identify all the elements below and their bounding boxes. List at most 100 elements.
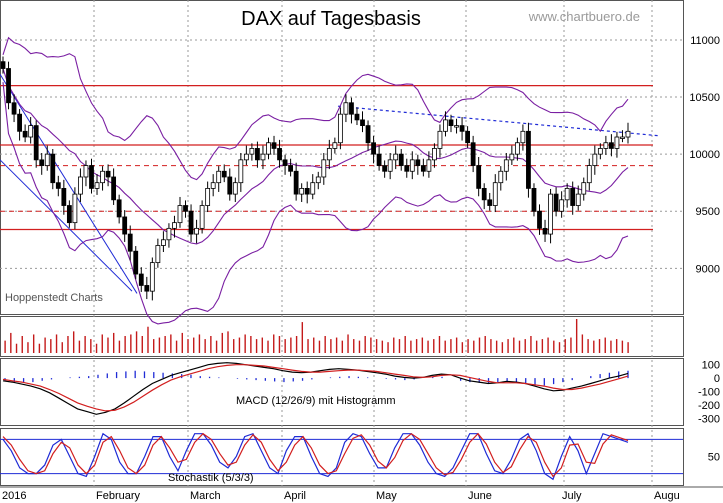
volume-bar: [90, 339, 92, 353]
candle-body: [354, 113, 360, 121]
pane-frame: [0, 428, 684, 486]
stochastic-k-line: [2, 432, 629, 481]
volume-bar: [541, 339, 544, 353]
volume-bar: [21, 336, 23, 353]
candle-body: [299, 187, 305, 195]
candle-body: [609, 142, 614, 149]
volume-bar: [324, 336, 326, 353]
volume-bar: [10, 332, 12, 353]
candle-body: [6, 68, 11, 104]
candle-body: [614, 136, 620, 149]
volume-bar: [112, 332, 115, 353]
y-tick-label: 9500: [696, 206, 720, 218]
candle-body: [559, 199, 565, 212]
candle-body: [337, 113, 343, 144]
volume-bar: [421, 337, 424, 353]
volume-bar: [107, 337, 109, 353]
candle-body: [332, 142, 338, 149]
candle-body: [531, 187, 537, 212]
volume-bar: [558, 342, 561, 353]
volume-bar: [295, 336, 298, 353]
candle-body: [221, 170, 227, 178]
volume-bar: [370, 337, 372, 353]
candle-body: [426, 159, 432, 172]
volume-bar: [364, 336, 366, 353]
candle-body: [172, 222, 177, 229]
volume-bar: [318, 340, 321, 353]
volume-bar: [158, 337, 161, 353]
volume-bar: [15, 343, 18, 353]
volume-bar: [507, 339, 509, 353]
candle-body: [199, 205, 205, 229]
volume-bar: [204, 339, 206, 353]
candle-body: [138, 273, 144, 286]
candle-body: [409, 159, 415, 172]
candle-body: [315, 176, 321, 184]
pane-frame: [0, 0, 684, 315]
bollinger-middle: [2, 68, 629, 245]
volume-bar: [387, 342, 389, 353]
volume-bar: [124, 336, 126, 353]
candle-body: [625, 130, 631, 138]
candle-body: [72, 193, 78, 224]
macd-label: MACD (12/26/9) mit Histogramm: [236, 395, 396, 407]
volume-bar: [170, 334, 172, 353]
candle-body: [183, 205, 188, 212]
candle-body: [570, 187, 576, 206]
volume-bar: [570, 337, 572, 353]
candle-body: [509, 153, 515, 161]
candle-body: [22, 130, 28, 138]
candle-body: [293, 170, 299, 195]
candle-body: [343, 102, 349, 115]
candle-body: [492, 182, 498, 206]
candle-body: [371, 142, 376, 155]
candle-body: [586, 165, 592, 184]
volume-bar: [95, 343, 98, 353]
candle-body: [210, 182, 216, 189]
chart-title: DAX auf Tagesbasis: [241, 8, 421, 30]
candle-body: [393, 153, 399, 161]
candle-body: [177, 205, 183, 224]
candle-body: [498, 170, 504, 184]
candle-body: [232, 182, 238, 195]
candle-body: [166, 227, 172, 241]
volume-bar: [427, 340, 429, 353]
candle-body: [592, 153, 598, 166]
candle-body: [205, 187, 211, 206]
volume-bar: [598, 339, 601, 353]
volume-bar: [375, 339, 378, 353]
macd-signal-line: [2, 364, 629, 412]
volume-bar: [215, 340, 218, 353]
volume-bar: [130, 334, 132, 353]
x-tick-label: April: [284, 490, 306, 502]
volume-bar: [210, 336, 212, 353]
volume-bar: [307, 339, 309, 353]
candle-body: [149, 262, 155, 292]
candle-body: [304, 187, 310, 195]
volume-bar: [501, 342, 504, 353]
volume-bar: [358, 340, 361, 353]
volume-bar: [553, 340, 555, 353]
candle-body: [553, 193, 559, 212]
candle-body: [481, 187, 487, 201]
candle-body: [288, 165, 294, 172]
candle-body: [310, 182, 316, 195]
volume-bar: [61, 342, 63, 353]
candle-body: [94, 182, 100, 189]
candle-body: [503, 159, 509, 172]
candle-body: [39, 159, 45, 166]
y-tick-label: 9000: [696, 263, 720, 275]
volume-bar: [72, 331, 75, 353]
volume-bar: [587, 339, 589, 353]
volume-bar: [393, 337, 395, 353]
candle-body: [111, 176, 117, 201]
candle-body: [398, 153, 404, 166]
candle-body: [476, 165, 482, 189]
candle-body: [0, 61, 6, 69]
candle-body: [271, 142, 277, 149]
volume-bar: [473, 340, 475, 353]
volume-bar: [381, 340, 384, 353]
volume-bar: [244, 334, 246, 353]
candle-body: [61, 187, 67, 206]
